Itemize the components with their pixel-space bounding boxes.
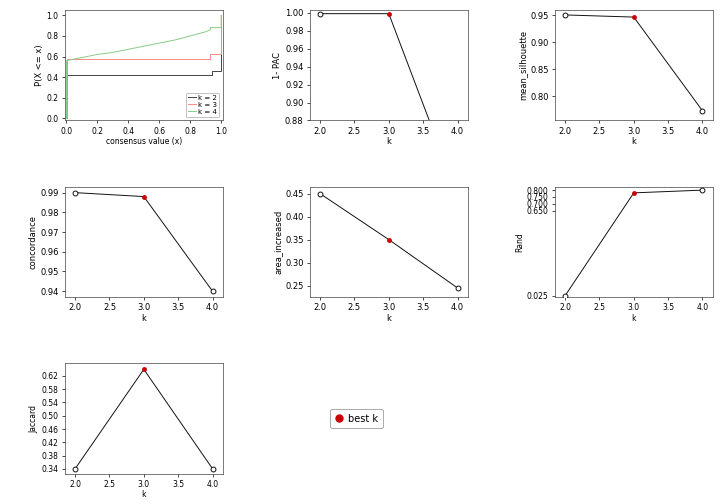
Y-axis label: Jaccard: Jaccard <box>30 405 39 432</box>
X-axis label: k: k <box>631 137 636 146</box>
Y-axis label: mean_silhouette: mean_silhouette <box>518 30 527 100</box>
X-axis label: k: k <box>631 314 636 323</box>
X-axis label: k: k <box>142 490 146 499</box>
X-axis label: k: k <box>141 314 146 323</box>
X-axis label: consensus value (x): consensus value (x) <box>106 137 182 146</box>
Y-axis label: P(X <= x): P(X <= x) <box>35 44 44 86</box>
Y-axis label: Rand: Rand <box>515 232 524 252</box>
Legend: k = 2, k = 3, k = 4: k = 2, k = 3, k = 4 <box>186 93 220 117</box>
Y-axis label: 1- PAC: 1- PAC <box>273 52 282 79</box>
Y-axis label: concordance: concordance <box>28 215 37 269</box>
X-axis label: k: k <box>387 314 391 323</box>
X-axis label: k: k <box>387 137 391 146</box>
Y-axis label: area_increased: area_increased <box>274 210 282 274</box>
Legend: best k: best k <box>330 409 383 428</box>
